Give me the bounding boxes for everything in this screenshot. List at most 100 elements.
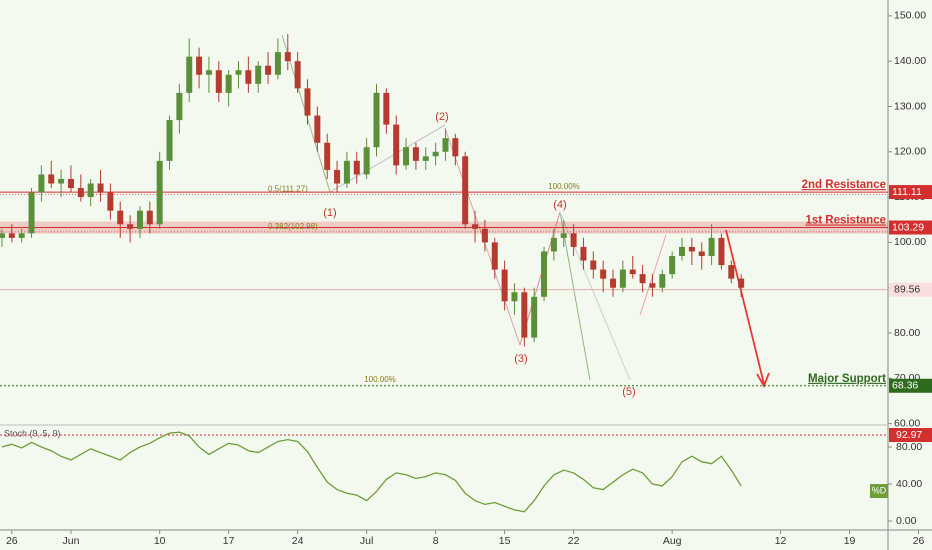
candle-body bbox=[472, 224, 479, 229]
candle-body bbox=[580, 246, 587, 261]
level-label: Major Support bbox=[808, 373, 886, 385]
candle-body bbox=[67, 178, 74, 189]
candle-body bbox=[186, 56, 193, 93]
price-box bbox=[889, 185, 932, 200]
candle-body bbox=[0, 233, 5, 238]
candle-body bbox=[708, 237, 715, 256]
wave-line bbox=[639, 234, 667, 316]
candle-body bbox=[38, 174, 45, 193]
candle-body bbox=[334, 169, 341, 184]
stoch-line bbox=[1, 431, 742, 513]
candle-body bbox=[77, 188, 84, 198]
candle-body bbox=[274, 52, 281, 75]
candle-body bbox=[97, 183, 104, 193]
candle-body bbox=[679, 246, 686, 256]
candle-body bbox=[255, 65, 262, 84]
wave-line bbox=[559, 211, 591, 381]
candle-body bbox=[363, 147, 370, 175]
y-tick-label: 80.00 bbox=[896, 441, 922, 453]
candle-body bbox=[698, 251, 705, 256]
fib-label: 0.382(102.98) bbox=[268, 222, 318, 231]
candle-body bbox=[87, 183, 94, 198]
price-box-label: 111.11 bbox=[892, 186, 922, 198]
candle-body bbox=[28, 192, 35, 234]
fib-label: 0.5(111.27) bbox=[268, 184, 308, 193]
candle-body bbox=[511, 292, 518, 302]
candle-body bbox=[521, 292, 528, 338]
candle-body bbox=[531, 296, 538, 338]
candle-body bbox=[205, 70, 212, 75]
candle-body bbox=[196, 56, 203, 75]
wave-label: 100.00% bbox=[364, 375, 396, 384]
candle-body bbox=[235, 70, 242, 75]
candle-body bbox=[146, 210, 153, 225]
candle-body bbox=[343, 160, 350, 184]
candle-body bbox=[412, 147, 419, 161]
wave-label: (1) bbox=[323, 207, 336, 219]
candle-body bbox=[501, 269, 508, 302]
candle-body bbox=[8, 233, 15, 238]
projection-arrow bbox=[725, 229, 765, 385]
candle-body bbox=[629, 269, 636, 275]
price-box bbox=[889, 220, 932, 235]
candle-body bbox=[107, 192, 114, 211]
y-tick-label: 60.00 bbox=[894, 417, 920, 429]
price-box-label: 92.97 bbox=[896, 429, 922, 441]
legend-box bbox=[870, 484, 888, 498]
candle-body bbox=[491, 242, 498, 270]
candle-body bbox=[117, 210, 124, 225]
price-box bbox=[889, 282, 932, 297]
level-label: 1st Resistance bbox=[805, 215, 886, 227]
candle-body bbox=[294, 61, 301, 89]
legend-label: %D bbox=[872, 485, 887, 495]
y-tick-label: 40.00 bbox=[896, 478, 922, 490]
candle-body bbox=[610, 278, 617, 288]
candle-body bbox=[225, 74, 232, 93]
candle-body bbox=[403, 147, 410, 166]
candle-body bbox=[166, 120, 173, 161]
candle-body bbox=[18, 233, 25, 238]
x-tick-label: 10 bbox=[154, 535, 166, 547]
candle-body bbox=[432, 151, 439, 157]
candle-body bbox=[48, 174, 55, 184]
candle-body bbox=[728, 265, 735, 279]
candle-body bbox=[422, 156, 429, 161]
candle-body bbox=[550, 237, 557, 252]
y-tick-label: 150.00 bbox=[894, 10, 926, 22]
candle-body bbox=[373, 92, 380, 148]
candle-body bbox=[265, 65, 272, 75]
x-tick-label: Aug bbox=[663, 535, 682, 547]
price-box-label: 103.29 bbox=[892, 221, 924, 233]
y-tick-label: 120.00 bbox=[894, 146, 926, 158]
price-box-label: 68.36 bbox=[892, 380, 918, 392]
candle-body bbox=[284, 52, 291, 62]
wave-label: (5) bbox=[622, 386, 635, 398]
x-tick-label: 19 bbox=[844, 535, 856, 547]
candle-body bbox=[127, 224, 134, 229]
candle-body bbox=[314, 115, 321, 143]
indicator-title: Stoch (9, 5, 9) bbox=[4, 428, 61, 438]
y-tick-label: 140.00 bbox=[894, 55, 926, 67]
candle-body bbox=[619, 269, 626, 288]
y-tick-label: 0.00 bbox=[896, 515, 917, 527]
candle-body bbox=[442, 138, 449, 152]
candle-body bbox=[245, 70, 252, 84]
x-tick-label: 8 bbox=[433, 535, 439, 547]
wave-label: (2) bbox=[435, 111, 448, 123]
x-tick-label: Jul bbox=[360, 535, 373, 547]
candle-body bbox=[738, 278, 745, 288]
candle-body bbox=[383, 92, 390, 125]
candle-body bbox=[688, 246, 695, 252]
candle-body bbox=[639, 274, 646, 284]
y-tick-label: 130.00 bbox=[894, 100, 926, 112]
candle-body bbox=[304, 88, 311, 116]
wave-label: (4) bbox=[553, 199, 566, 211]
wave-label: (3) bbox=[514, 353, 527, 365]
candle-body bbox=[393, 124, 400, 166]
level-label: 2nd Resistance bbox=[802, 179, 886, 191]
candle-body bbox=[560, 233, 567, 238]
candle-body bbox=[462, 156, 469, 225]
